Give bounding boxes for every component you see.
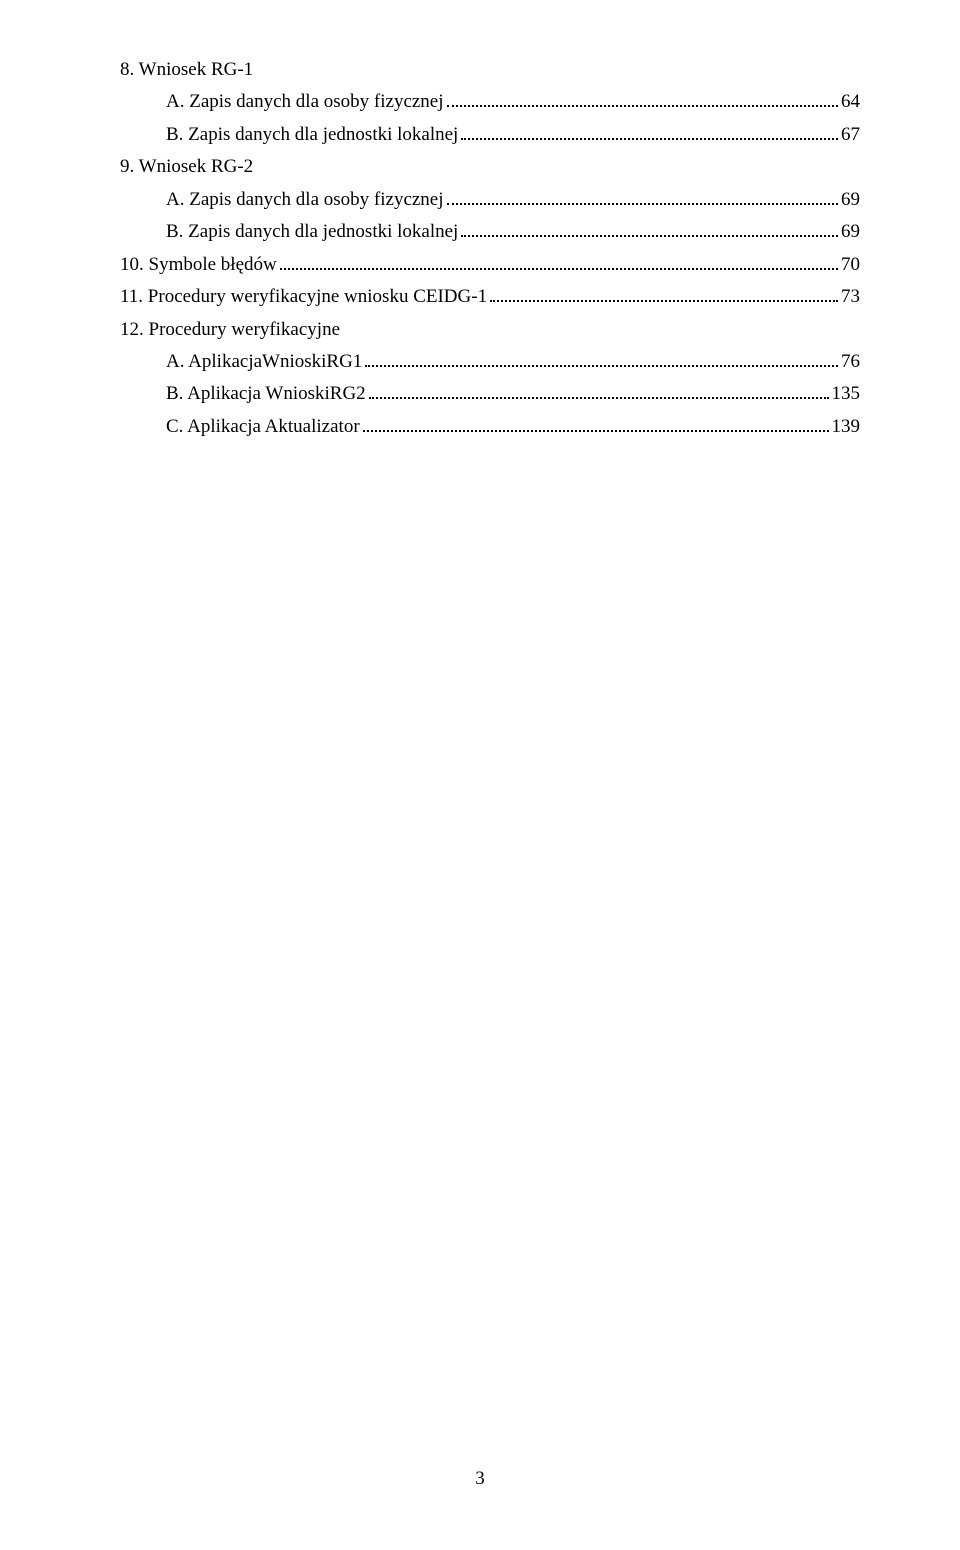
- toc-page-number: 67: [841, 120, 860, 149]
- toc-line: A. AplikacjaWnioskiRG1 76: [120, 347, 860, 376]
- toc-page-number: 135: [832, 379, 861, 408]
- table-of-contents: 8. Wniosek RG-1 A. Zapis danych dla osoby…: [120, 55, 860, 441]
- toc-line: 8. Wniosek RG-1: [120, 55, 860, 84]
- toc-label: 8. Wniosek RG-1: [120, 55, 253, 84]
- toc-page-number: 64: [841, 87, 860, 116]
- toc-label: A. Zapis danych dla osoby fizycznej: [166, 185, 444, 214]
- toc-label: 10. Symbole błędów: [120, 250, 277, 279]
- toc-label: C. Aplikacja Aktualizator: [166, 412, 360, 441]
- toc-leader-dots: [461, 218, 838, 237]
- toc-page-number: 70: [841, 250, 860, 279]
- toc-line: 12. Procedury weryfikacyjne: [120, 315, 860, 344]
- toc-leader-dots: [461, 121, 838, 140]
- toc-label: 12. Procedury weryfikacyjne: [120, 315, 340, 344]
- toc-label: B. Zapis danych dla jednostki lokalnej: [166, 120, 458, 149]
- toc-line: C. Aplikacja Aktualizator 139: [120, 412, 860, 441]
- document-page: 8. Wniosek RG-1 A. Zapis danych dla osoby…: [0, 0, 960, 1550]
- toc-leader-dots: [447, 186, 838, 205]
- toc-label: A. AplikacjaWnioskiRG1: [166, 347, 362, 376]
- toc-leader-dots: [447, 88, 838, 107]
- toc-page-number: 76: [841, 347, 860, 376]
- toc-leader-dots: [490, 283, 838, 302]
- toc-leader-dots: [365, 348, 838, 367]
- toc-label: B. Zapis danych dla jednostki lokalnej: [166, 217, 458, 246]
- toc-label: 11. Procedury weryfikacyjne wniosku CEID…: [120, 282, 487, 311]
- toc-page-number: 73: [841, 282, 860, 311]
- toc-line: 9. Wniosek RG-2: [120, 152, 860, 181]
- toc-label: B. Aplikacja WnioskiRG2: [166, 379, 366, 408]
- toc-line: B. Zapis danych dla jednostki lokalnej 69: [120, 217, 860, 246]
- toc-label: A. Zapis danych dla osoby fizycznej: [166, 87, 444, 116]
- toc-line: B. Aplikacja WnioskiRG2 135: [120, 379, 860, 408]
- toc-line: A. Zapis danych dla osoby fizycznej 64: [120, 87, 860, 116]
- toc-page-number: 139: [832, 412, 861, 441]
- page-number: 3: [0, 1468, 960, 1490]
- toc-label: 9. Wniosek RG-2: [120, 152, 253, 181]
- toc-leader-dots: [280, 251, 838, 270]
- toc-leader-dots: [369, 380, 829, 399]
- toc-line: A. Zapis danych dla osoby fizycznej 69: [120, 185, 860, 214]
- toc-page-number: 69: [841, 185, 860, 214]
- toc-leader-dots: [363, 413, 829, 432]
- toc-line: B. Zapis danych dla jednostki lokalnej 67: [120, 120, 860, 149]
- toc-page-number: 69: [841, 217, 860, 246]
- toc-line: 11. Procedury weryfikacyjne wniosku CEID…: [120, 282, 860, 311]
- toc-line: 10. Symbole błędów 70: [120, 250, 860, 279]
